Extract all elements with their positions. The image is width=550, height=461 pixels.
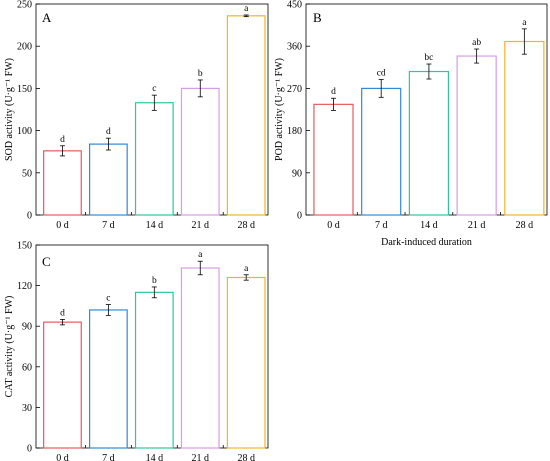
x-tick-label: 7 d — [375, 220, 388, 231]
y-axis-label: POD activity (U·g⁻¹ FW) — [274, 58, 285, 161]
bar-14d — [408, 70, 450, 216]
y-axis-label: CAT activity (U·g⁻¹ FW) — [4, 296, 15, 398]
plot-frame — [305, 3, 548, 216]
x-tick-label: 21 d — [192, 220, 210, 231]
bar-28d — [504, 40, 545, 216]
x-tick-label: 7 d — [102, 220, 115, 231]
y-tick-label: 200 — [17, 42, 32, 53]
bar-14d — [134, 291, 174, 449]
bar-0d — [43, 150, 82, 216]
x-tick-label: 14 d — [146, 220, 164, 231]
bar-7d — [88, 309, 128, 449]
y-tick-label: 120 — [17, 281, 32, 292]
significance-letter: a — [244, 264, 249, 274]
x-tick-label: 28 d — [237, 453, 255, 461]
x-tick-label: 28 d — [237, 220, 255, 231]
bar-28d — [226, 276, 266, 449]
plot-frame — [35, 3, 269, 216]
significance-letter: c — [106, 294, 110, 304]
y-tick-label: 150 — [17, 84, 32, 95]
x-tick-label: 0 d — [56, 453, 69, 461]
panel-a: 0 50 100 150 200 250 SOD activity (U·g⁻¹ FW) Ad… — [4, 0, 269, 231]
y-tick-label: 90 — [22, 322, 32, 333]
y-tick-label: 450 — [287, 0, 302, 11]
significance-letter: b — [152, 276, 157, 286]
significance-letter: a — [244, 4, 249, 14]
significance-letter: d — [60, 308, 65, 318]
significance-letter: cd — [377, 68, 386, 78]
x-tick-label: 0 d — [327, 220, 340, 231]
y-tick-label: 270 — [287, 84, 302, 95]
y-tick-label: 0 — [297, 211, 302, 222]
y-tick-label: 60 — [22, 362, 32, 373]
panel-b: 0 90 180 270 360 450 POD activity (U·g⁻¹ FW) Bd… — [274, 0, 548, 248]
significance-letter: d — [106, 127, 111, 137]
panel-c: 0 30 60 90 120 150 CAT activity (U·g⁻¹ FW) Cd 0 … — [4, 241, 269, 461]
x-tick-label: 7 d — [102, 453, 115, 461]
bar-0d — [313, 103, 354, 216]
y-tick-label: 90 — [292, 168, 302, 179]
bar-7d — [88, 143, 128, 216]
x-tick-label: 21 d — [192, 453, 210, 461]
x-tick-label: 0 d — [56, 220, 69, 231]
panel-label: A — [42, 10, 52, 25]
bar-21d — [180, 267, 220, 449]
significance-letter: d — [331, 87, 336, 97]
x-tick-label: 21 d — [468, 220, 486, 231]
significance-letter: a — [198, 250, 203, 260]
y-tick-label: 250 — [17, 0, 32, 11]
bar-14d — [134, 102, 174, 216]
bar-0d — [43, 321, 82, 449]
bar-21d — [456, 55, 497, 216]
y-tick-label: 0 — [27, 444, 32, 455]
panel-label: B — [313, 10, 322, 25]
bar-7d — [361, 87, 402, 216]
bar-21d — [180, 87, 220, 216]
bar-28d — [226, 15, 266, 216]
y-tick-label: 50 — [22, 168, 32, 179]
y-tick-label: 180 — [287, 126, 302, 137]
significance-letter: bc — [424, 53, 433, 63]
y-tick-label: 360 — [287, 42, 302, 53]
significance-letter: a — [522, 18, 527, 28]
significance-letter: d — [60, 135, 65, 145]
x-tick-label: 28 d — [516, 220, 534, 231]
significance-letter: b — [198, 69, 203, 79]
panel-label: C — [42, 254, 51, 269]
y-tick-label: 30 — [22, 403, 32, 414]
y-tick-label: 100 — [17, 126, 32, 137]
y-tick-label: 150 — [17, 241, 32, 252]
x-axis-label: Dark-induced duration — [381, 237, 472, 248]
significance-letter: ab — [472, 38, 481, 48]
y-axis-label: SOD activity (U·g⁻¹ FW) — [4, 58, 15, 161]
significance-letter: c — [152, 84, 156, 94]
x-tick-label: 14 d — [146, 453, 164, 461]
y-tick-label: 0 — [27, 211, 32, 222]
x-tick-label: 14 d — [420, 220, 438, 231]
